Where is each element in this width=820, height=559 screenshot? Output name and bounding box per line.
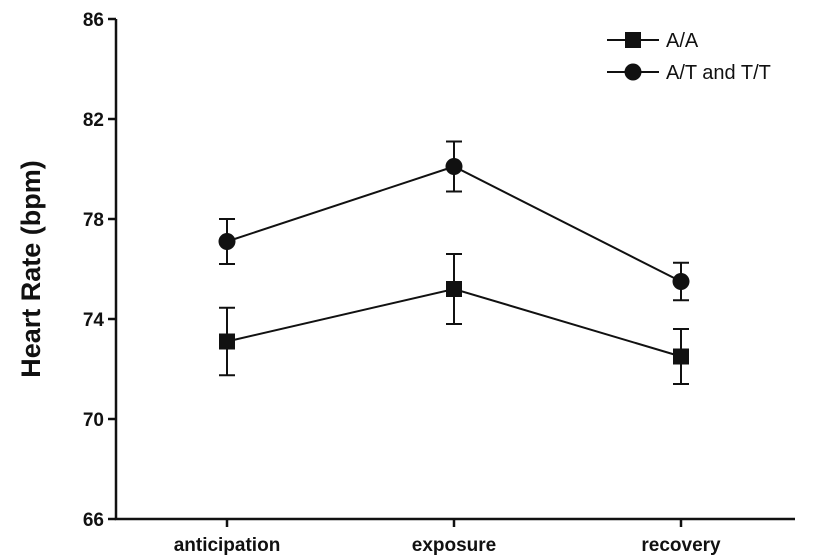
y-ticks: 66 70 74 78 82 86 (83, 10, 116, 531)
y-axis-title: Heart Rate (bpm) (16, 160, 46, 378)
data-point-circle (445, 158, 463, 175)
legend: A/A A/T and T/T (607, 30, 771, 84)
y-tick-label: 82 (83, 110, 104, 131)
y-tick-label: 86 (83, 10, 104, 31)
legend-label: A/A (666, 30, 699, 52)
x-tick-label: anticipation (174, 535, 281, 556)
data-point-circle (218, 233, 236, 250)
y-tick-label: 66 (83, 510, 104, 531)
y-tick-label: 78 (83, 210, 104, 231)
legend-label: A/T and T/T (666, 62, 771, 84)
data-point-square (446, 281, 462, 297)
legend-entry-2: A/T and T/T (607, 62, 771, 84)
series-layer (218, 140, 690, 385)
data-point-circle (672, 273, 690, 290)
x-tick-label: exposure (412, 535, 496, 556)
series-2 (218, 140, 690, 302)
legend-entry-1: A/A (607, 30, 699, 52)
data-point-square (219, 333, 235, 350)
legend-marker-square (625, 32, 641, 48)
y-tick-label: 74 (83, 310, 105, 331)
series-1 (219, 253, 689, 385)
x-tick-labels: anticipation exposure recovery (174, 519, 721, 556)
x-tick-label: recovery (641, 535, 721, 556)
legend-marker-circle (624, 63, 642, 81)
data-point-square (673, 348, 689, 365)
y-tick-label: 70 (83, 410, 104, 431)
